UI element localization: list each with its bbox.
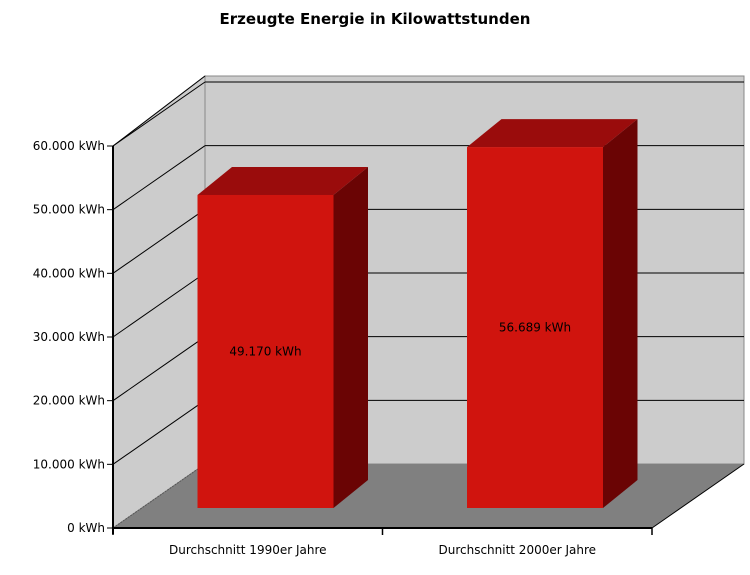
y-tick-label: 60.000 kWh	[33, 139, 105, 153]
x-category-label: Durchschnitt 2000er Jahre	[438, 543, 596, 557]
gridline-side	[112, 399, 206, 465]
bar-value-label: 49.170 kWh	[229, 344, 301, 358]
bar-top	[467, 119, 638, 148]
bar-side	[603, 119, 638, 509]
chart-title: Erzeugte Energie in Kilowattstunden	[220, 10, 531, 28]
bar	[197, 194, 334, 509]
gridline-side	[112, 208, 206, 274]
bar-value-label: 56.689 kWh	[499, 321, 571, 335]
gridline-side	[112, 81, 206, 147]
bar	[467, 147, 603, 509]
axes: 0 kWh 10.000 kWh 20.000 kWh 30.000 kWh 40.00…	[33, 75, 745, 557]
y-tick-label: 20.000 kWh	[33, 394, 105, 408]
bar-side	[333, 166, 368, 509]
bar-top	[197, 166, 368, 195]
y-tick-label: 50.000 kWh	[33, 203, 105, 217]
x-category-label: Durchschnitt 1990er Jahre	[169, 543, 327, 557]
top-edge	[112, 75, 206, 147]
floor-edge	[651, 463, 745, 529]
gridline-side	[112, 272, 206, 338]
y-tick-label: 0 kWh	[67, 521, 105, 535]
y-tick-label: 30.000 kWh	[33, 330, 105, 344]
side-wall	[112, 74, 206, 529]
gridline-side	[112, 336, 206, 402]
gridline-side	[112, 463, 206, 529]
y-tick-label: 40.000 kWh	[33, 266, 105, 280]
gridline-side	[112, 145, 206, 211]
bars: 49.170 kWh 56.689 kWh	[197, 119, 638, 509]
y-tick-label: 10.000 kWh	[33, 457, 105, 471]
